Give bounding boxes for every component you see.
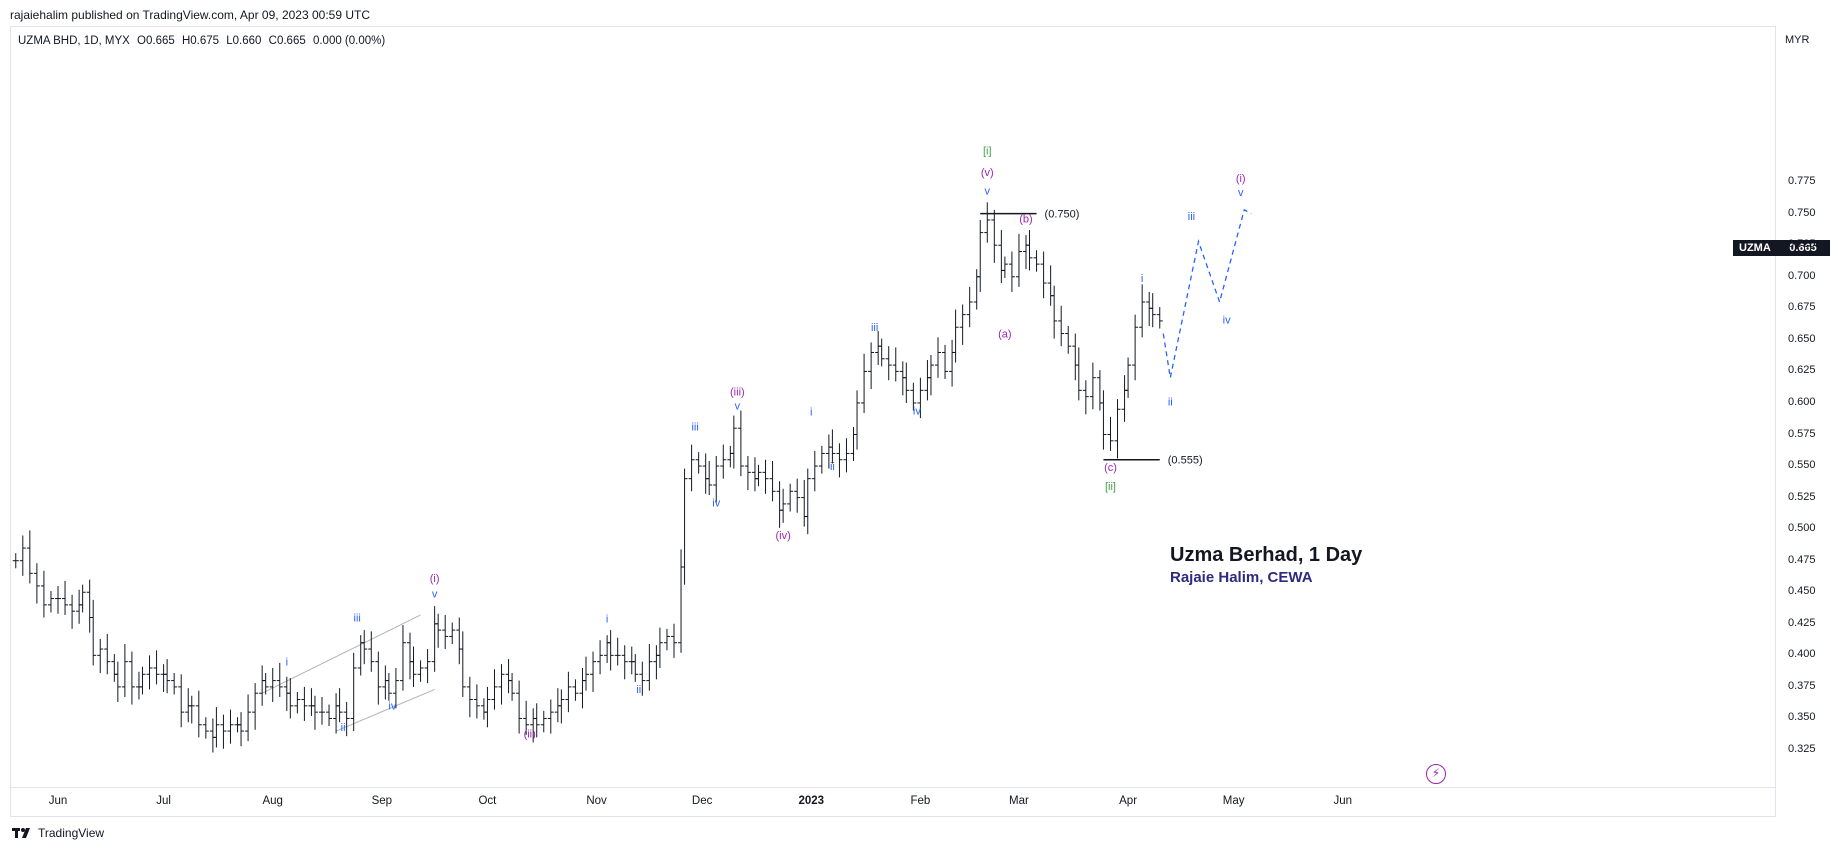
y-tick-label: 0.675 <box>1788 301 1816 314</box>
wave-label: v <box>432 588 438 600</box>
y-tick-label: 0.600 <box>1788 395 1816 408</box>
price-axis[interactable] <box>1775 26 1834 817</box>
wave-label: ii <box>636 684 641 696</box>
x-tick-label: Jun <box>48 795 68 807</box>
y-tick-label: 0.350 <box>1788 711 1816 724</box>
wave-label: i <box>606 614 608 626</box>
x-tick-label: May <box>1222 795 1245 807</box>
open-value: O0.665 <box>137 35 175 47</box>
x-tick-label: Apr <box>1119 795 1138 807</box>
x-tick-label: Feb <box>910 795 931 807</box>
channel-line <box>335 688 435 732</box>
y-tick-label: 0.475 <box>1788 553 1816 566</box>
wave-label: (c) <box>1104 462 1117 474</box>
x-tick-label: Dec <box>691 795 713 807</box>
wave-label: iii <box>1188 211 1195 223</box>
y-tick-label: 0.725 <box>1788 238 1816 251</box>
wave-label: (i) <box>430 573 440 585</box>
symbol-legend[interactable]: UZMA BHD, 1D, MYX O0.665 H0.675 L0.660 C… <box>18 35 389 47</box>
y-tick-label: 0.425 <box>1788 616 1816 629</box>
x-tick-label: Sep <box>371 795 393 807</box>
y-tick-label: 0.325 <box>1788 743 1816 755</box>
currency-label: MYR <box>1785 34 1810 46</box>
y-tick-label: 0.700 <box>1788 269 1816 282</box>
projection-path <box>1162 208 1252 378</box>
x-tick-label: Mar <box>1009 795 1029 807</box>
wave-label: (ii) <box>524 728 536 740</box>
wave-label: i <box>810 407 812 419</box>
x-tick-label: Jun <box>1333 795 1353 807</box>
y-tick-label: 0.550 <box>1788 459 1816 472</box>
chart-title: Uzma Berhad, 1 Day <box>1170 544 1363 566</box>
y-tick-label: 0.525 <box>1788 490 1816 503</box>
y-tick-label: 0.625 <box>1788 364 1816 377</box>
wave-label: ii <box>341 722 346 734</box>
footer: TradingView <box>12 826 104 840</box>
wave-label: (a) <box>998 328 1011 340</box>
y-tick-label: 0.375 <box>1788 679 1816 692</box>
wave-label: (i) <box>1236 173 1246 185</box>
level-label: (0.750) <box>1045 209 1080 221</box>
x-tick-label: Aug <box>262 795 283 807</box>
y-tick-label: 0.500 <box>1788 522 1816 535</box>
y-tick-label: 0.650 <box>1788 332 1816 345</box>
last-price-symbol: UZMA <box>1733 240 1777 256</box>
wave-label: v <box>985 186 991 198</box>
wave-label: i <box>1141 273 1143 285</box>
chart-title-block: Uzma Berhad, 1 Day Rajaie Halim, CEWA <box>1170 544 1362 586</box>
close-value: C0.665 <box>268 35 306 47</box>
published-info: rajaiehalim published on TradingView.com… <box>10 8 370 22</box>
wave-label: ii <box>830 461 835 473</box>
wave-label: (iv) <box>775 530 790 542</box>
wave-label: (b) <box>1019 213 1032 225</box>
x-tick-label: Nov <box>586 795 607 807</box>
wave-label: iii <box>354 612 361 624</box>
tradingview-logo-icon <box>12 828 30 838</box>
y-tick-label: 0.775 <box>1788 175 1816 188</box>
wave-label: [ii] <box>1105 481 1116 493</box>
x-tick-label: Jul <box>156 795 171 807</box>
wave-label: (iii) <box>730 386 745 398</box>
wave-label: i <box>286 656 288 668</box>
change-value: 0.000 (0.00%) <box>312 35 386 47</box>
y-tick-label: 0.750 <box>1788 206 1816 219</box>
last-price-value: 0.665 <box>1776 240 1830 256</box>
wave-label: iii <box>691 422 698 434</box>
x-tick-label: 2023 <box>798 795 825 807</box>
wave-label: (v) <box>981 167 994 179</box>
high-value: H0.675 <box>181 35 220 47</box>
wave-label: v <box>1238 187 1244 199</box>
wave-label: iv <box>913 405 921 417</box>
x-tick-label: Oct <box>478 795 497 807</box>
wave-label: ii <box>1168 396 1173 408</box>
top-bar: rajaiehalim published on TradingView.com… <box>0 0 1834 28</box>
chart-author: Rajaie Halim, CEWA <box>1170 569 1313 586</box>
wave-label: iv <box>1223 314 1231 326</box>
low-value: L0.660 <box>226 35 262 47</box>
lightning-icon[interactable]: ⚡ <box>1426 764 1446 784</box>
wave-label: v <box>735 400 741 412</box>
channel-line <box>261 614 421 694</box>
time-axis-line <box>10 787 1776 788</box>
footer-brand: TradingView <box>38 826 105 840</box>
wave-label: [i] <box>983 145 992 157</box>
wave-label: iv <box>712 497 720 509</box>
symbol-name[interactable]: UZMA BHD, 1D, MYX <box>18 35 130 47</box>
y-tick-label: 0.400 <box>1788 648 1816 661</box>
wave-label: iii <box>871 322 878 334</box>
level-label: (0.555) <box>1168 455 1203 467</box>
wave-label: iv <box>388 701 396 713</box>
y-tick-label: 0.450 <box>1788 585 1816 598</box>
y-tick-label: 0.575 <box>1788 427 1816 440</box>
